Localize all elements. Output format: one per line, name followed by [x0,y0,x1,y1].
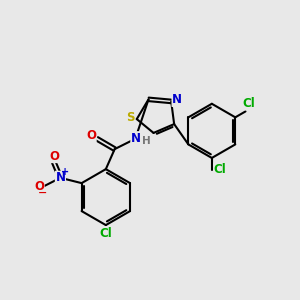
Text: N: N [56,171,65,184]
Text: O: O [34,180,44,193]
Text: −: − [38,188,47,197]
Text: S: S [126,111,134,124]
Text: N: N [172,93,182,106]
Text: +: + [61,167,70,177]
Text: Cl: Cl [242,97,255,110]
Text: Cl: Cl [100,227,112,240]
Text: N: N [131,132,141,145]
Text: Cl: Cl [214,163,226,176]
Text: H: H [142,136,151,146]
Text: O: O [49,149,59,163]
Text: O: O [86,129,96,142]
